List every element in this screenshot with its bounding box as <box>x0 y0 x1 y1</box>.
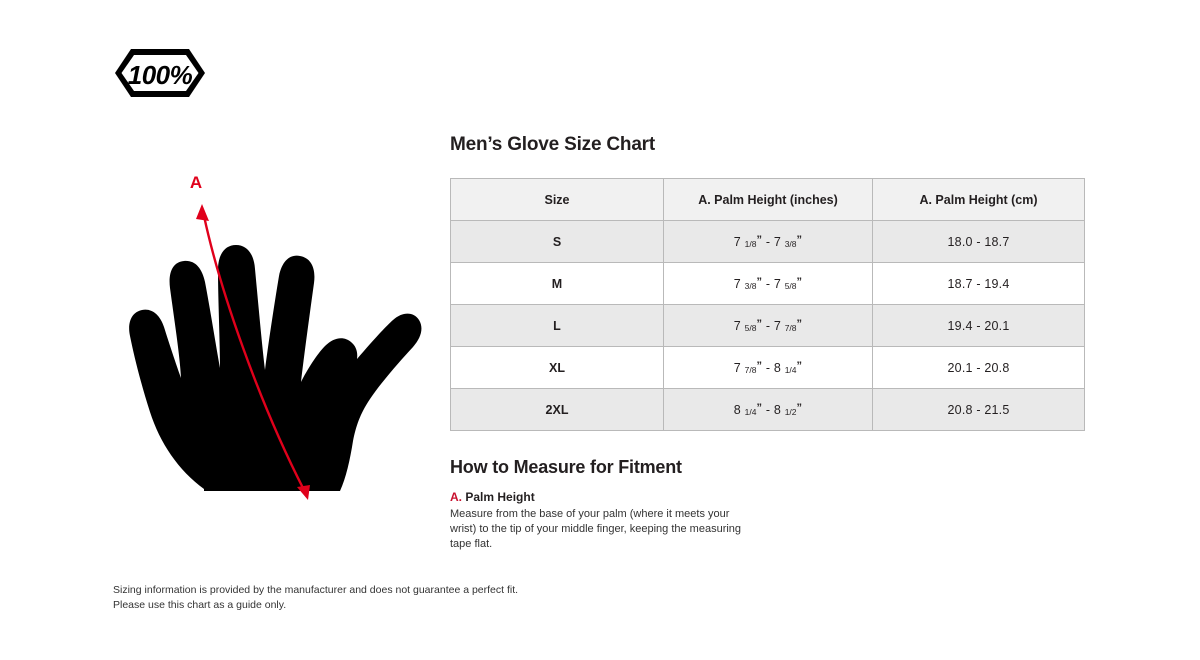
cell-size: L <box>450 304 664 347</box>
table-header-row: Size A. Palm Height (inches) A. Palm Hei… <box>450 178 1085 221</box>
figure-label-a: A <box>190 173 202 192</box>
cell-palm-inches: 7 1/8” - 7 3/8” <box>663 220 873 263</box>
one-hundred-percent-logo: 100% <box>113 47 207 99</box>
disclaimer-line-1: Sizing information is provided by the ma… <box>113 584 519 596</box>
disclaimer: Sizing information is provided by the ma… <box>113 583 518 613</box>
cell-palm-cm: 18.7 - 19.4 <box>872 262 1085 305</box>
logo-wordmark: 100% <box>128 60 193 90</box>
measurement-arrow <box>196 204 310 500</box>
table-row: 2XL 8 1/4” - 8 1/2” 20.8 - 21.5 <box>450 388 1085 431</box>
size-table: Size A. Palm Height (inches) A. Palm Hei… <box>450 178 1085 431</box>
hand-illustration: A <box>108 160 438 520</box>
measure-item-heading: A. Palm Height <box>450 490 1090 504</box>
how-to-measure-title: How to Measure for Fitment <box>450 457 682 477</box>
page-title: Men’s Glove Size Chart <box>450 134 656 155</box>
cell-palm-cm: 18.0 - 18.7 <box>872 220 1085 263</box>
hand-silhouette <box>129 245 422 491</box>
cell-palm-inches: 8 1/4” - 8 1/2” <box>663 388 873 431</box>
size-chart-content: Men’s Glove Size Chart Size A. Palm Heig… <box>450 134 1090 552</box>
cell-size: S <box>450 220 664 263</box>
cell-size: M <box>450 262 664 305</box>
cell-palm-cm: 20.8 - 21.5 <box>872 388 1085 431</box>
cell-palm-cm: 19.4 - 20.1 <box>872 304 1085 347</box>
measure-item-mark: A. <box>450 490 462 504</box>
cell-size: XL <box>450 346 664 389</box>
column-header-size: Size <box>450 178 664 221</box>
column-header-palm-cm: A. Palm Height (cm) <box>872 178 1085 221</box>
cell-palm-inches: 7 5/8” - 7 7/8” <box>663 304 873 347</box>
cell-palm-inches: 7 3/8” - 7 5/8” <box>663 262 873 305</box>
measure-item-body: Measure from the base of your palm (wher… <box>450 508 742 550</box>
measure-item-label: Palm Height <box>465 490 535 504</box>
table-row: XL 7 7/8” - 8 1/4” 20.1 - 20.8 <box>450 346 1085 389</box>
cell-size: 2XL <box>450 388 664 431</box>
disclaimer-line-2: Please use this chart as a guide only. <box>113 599 287 611</box>
cell-palm-inches: 7 7/8” - 8 1/4” <box>663 346 873 389</box>
cell-palm-cm: 20.1 - 20.8 <box>872 346 1085 389</box>
column-header-palm-inches: A. Palm Height (inches) <box>663 178 873 221</box>
